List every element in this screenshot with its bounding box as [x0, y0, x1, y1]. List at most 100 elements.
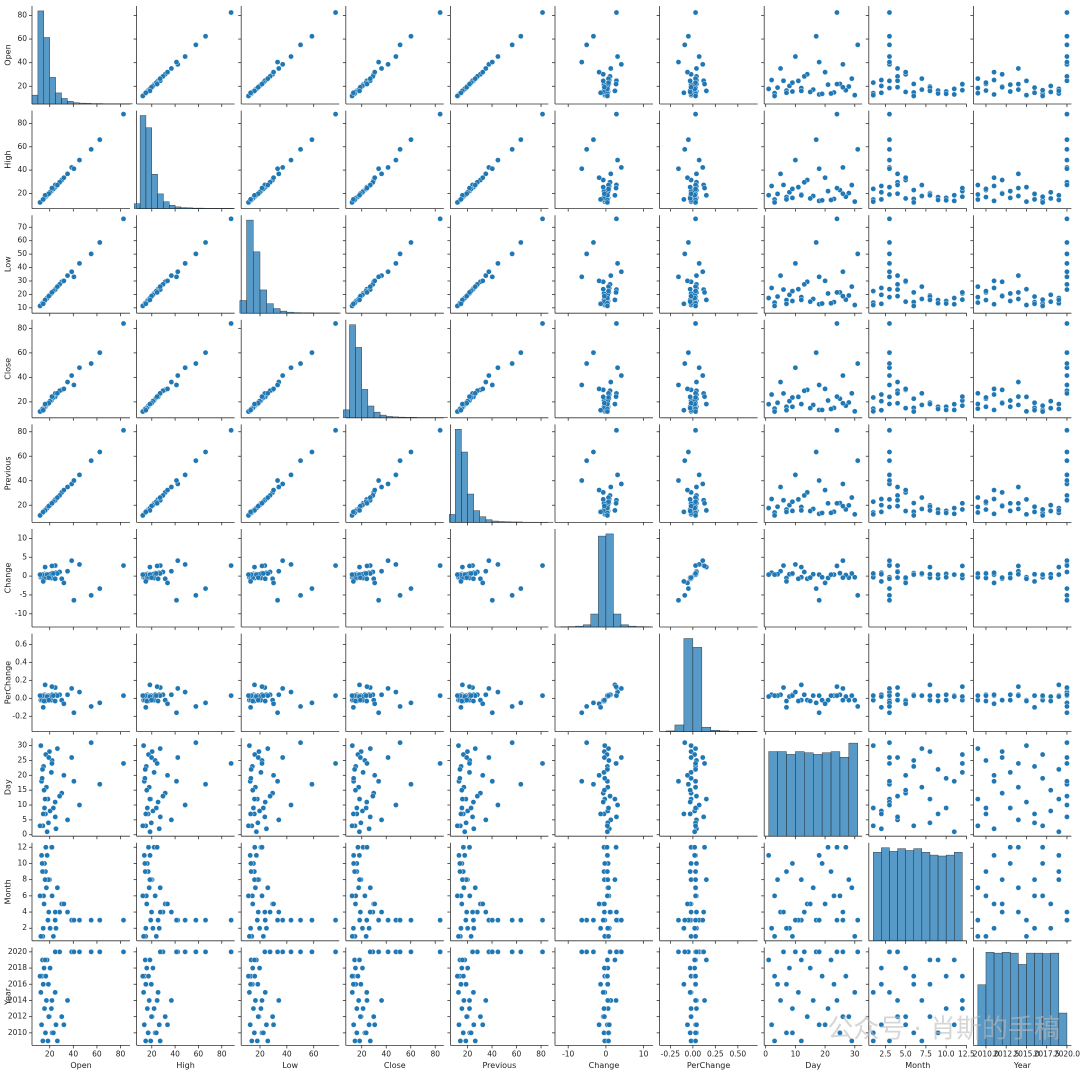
scatter-point [288, 949, 294, 955]
scatter-point [483, 171, 489, 177]
scatter-point [270, 386, 277, 392]
scatter-point [819, 91, 825, 97]
y-tick-label: -10 [15, 609, 27, 618]
scatter-point [367, 283, 374, 290]
scatter-point [789, 508, 796, 514]
scatter-point [701, 185, 708, 191]
scatter-point [1064, 136, 1070, 143]
scatter-point [840, 949, 846, 955]
scatter-point [1039, 199, 1046, 206]
scatter-point [367, 1038, 374, 1044]
scatter-point [260, 692, 267, 699]
scatter-point [991, 511, 997, 517]
histogram-bar [163, 201, 170, 209]
scatter-point [910, 512, 917, 519]
histogram-bar [954, 852, 963, 941]
scatter-point [999, 790, 1005, 796]
scatter-point [202, 781, 209, 788]
scatter-point [601, 697, 608, 703]
scatter-point [822, 487, 828, 493]
scatter-point [959, 87, 966, 93]
scatter-point [458, 301, 464, 307]
scatter-point [468, 933, 474, 940]
scatter-point [612, 796, 618, 802]
scatter-point [49, 563, 55, 569]
scatter-point [255, 1013, 262, 1020]
scatter-point [786, 965, 793, 971]
x-tick-label: 5.0 [900, 1049, 912, 1058]
scatter-point [975, 917, 981, 923]
scatter-point [601, 400, 608, 407]
scatter-point [472, 390, 479, 397]
scatter-point [894, 691, 901, 698]
scatter-point [943, 691, 949, 698]
scatter-point [886, 157, 893, 163]
scatter-point [249, 901, 256, 907]
scatter-point [816, 165, 822, 172]
scatter-point [828, 300, 834, 307]
histogram-bar [1058, 1012, 1068, 1046]
histogram-bar [31, 94, 39, 105]
scatter-point [262, 698, 269, 704]
scatter-point [349, 933, 356, 940]
scatter-point [375, 709, 382, 716]
scatter-point [397, 949, 403, 955]
scatter-point [454, 199, 461, 206]
scatter-point [247, 578, 254, 585]
scatter-point [367, 745, 374, 752]
scatter-point [154, 289, 160, 296]
scatter-point [975, 570, 981, 577]
scatter-point [601, 787, 608, 793]
scatter-point [840, 697, 846, 703]
scatter-point [1015, 506, 1022, 512]
x-tick-label: 2015.0 [1013, 1049, 1039, 1058]
x-tick-label: 80 [116, 1049, 126, 1058]
scatter-point [795, 78, 802, 84]
histogram-bar [139, 115, 147, 209]
scatter-point [951, 401, 958, 408]
scatter-point [943, 300, 949, 307]
scatter-point [604, 973, 611, 979]
scatter-point [951, 86, 958, 92]
scatter-point [813, 33, 819, 40]
scatter-point [607, 793, 613, 799]
scatter-point [935, 90, 941, 97]
scatter-point [681, 811, 687, 817]
scatter-point [53, 925, 59, 932]
scatter-point [693, 171, 700, 177]
scatter-point [147, 876, 153, 883]
scatter-point [870, 394, 877, 401]
scatter-point [597, 509, 604, 515]
y-tick-label: 80 [17, 118, 27, 127]
scatter-point [810, 692, 817, 699]
scatter-point [1015, 272, 1022, 279]
scatter-point [605, 933, 612, 940]
scatter-point [355, 973, 361, 979]
scatter-point [693, 949, 700, 955]
scatter-point [202, 239, 209, 246]
scatter-point [768, 285, 775, 291]
scatter-point [297, 360, 304, 367]
scatter-point [1023, 286, 1030, 292]
scatter-point [605, 186, 612, 192]
scatter-point [228, 692, 234, 699]
scatter-point [792, 689, 799, 695]
scatter-point [840, 574, 846, 581]
scatter-point [894, 390, 901, 397]
scatter-point [375, 597, 382, 604]
scatter-point [792, 260, 799, 267]
scatter-point [45, 754, 52, 761]
scatter-point [54, 390, 61, 397]
scatter-point [675, 274, 682, 280]
scatter-point [258, 1005, 264, 1012]
x-axis-label: Change [589, 1061, 620, 1070]
scatter-point [150, 965, 156, 971]
scatter-point [681, 578, 687, 585]
scatter-point [927, 507, 933, 514]
scatter-point [894, 684, 901, 691]
scatter-point [959, 563, 966, 569]
scatter-point [1056, 571, 1062, 578]
scatter-point [886, 216, 893, 222]
scatter-point [385, 481, 391, 487]
scatter-point [143, 578, 149, 585]
